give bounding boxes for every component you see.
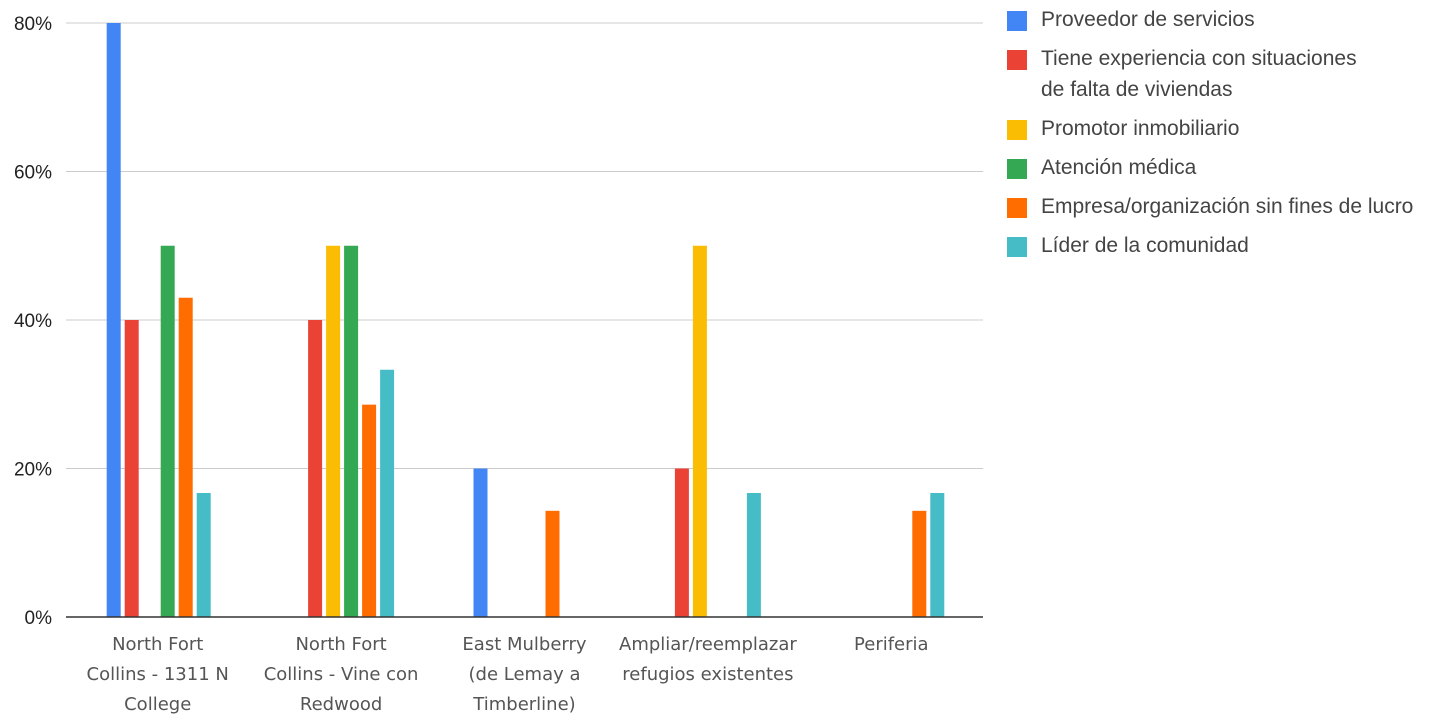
legend-item-label-line: Empresa/organización sin fines de lucro <box>1041 195 1413 218</box>
bar <box>746 493 761 617</box>
legend-swatch <box>1007 120 1027 140</box>
legend-swatch <box>1007 159 1027 179</box>
legend-item-label-line: Promotor inmobiliario <box>1041 117 1239 140</box>
legend-item-label: Atención médica <box>1041 156 1197 179</box>
legend-swatch <box>1007 237 1027 257</box>
x-tick-label: North Fort Collins - Vine con Redwood <box>264 634 419 715</box>
bar <box>380 369 395 617</box>
bar <box>930 493 945 617</box>
x-tick-label-line: refugios existentes <box>622 664 793 685</box>
x-tick-label: Periferia <box>854 634 929 655</box>
bar <box>692 245 707 617</box>
x-tick-label-line: Redwood <box>300 694 382 715</box>
x-tick-label-line: North Fort <box>295 634 386 655</box>
x-tick-label-line: North Fort <box>112 634 203 655</box>
bar <box>362 404 377 617</box>
bar <box>308 320 323 617</box>
x-tick-label-line: Collins - Vine con <box>264 664 419 685</box>
y-tick-label: 80% <box>14 14 52 35</box>
bar <box>545 510 560 617</box>
legend-item-label: Empresa/organización sin fines de lucro <box>1041 195 1413 218</box>
bar <box>674 468 689 617</box>
x-tick-label-line: Ampliar/reemplazar <box>619 634 797 655</box>
bar <box>124 320 139 617</box>
legend-item-label-line: Líder de la comunidad <box>1041 234 1249 257</box>
legend: Proveedor de servicios Tiene experiencia … <box>1007 8 1413 257</box>
bar <box>344 245 359 617</box>
legend-item-label-line: Tiene experiencia con situaciones <box>1041 47 1357 70</box>
x-tick-label-line: Periferia <box>854 634 929 655</box>
y-tick-label: 20% <box>14 460 52 481</box>
legend-item-label: Promotor inmobiliario <box>1041 117 1239 140</box>
x-tick-label-line: (de Lemay a <box>469 664 581 685</box>
bar <box>160 245 175 617</box>
x-tick-label: East Mulberry (de Lemay a Timberline) <box>462 634 586 715</box>
y-tick-label: 60% <box>14 163 52 184</box>
legend-item-label: Proveedor de servicios <box>1041 8 1255 31</box>
bars <box>106 23 945 617</box>
bar <box>178 297 193 617</box>
y-tick-label: 0% <box>25 608 53 629</box>
bar <box>473 468 488 617</box>
y-tick-label: 40% <box>14 311 52 332</box>
bar <box>326 245 341 617</box>
y-axis: 0% 20% 40% 60% 80% <box>14 14 52 629</box>
legend-item-label-line: de falta de viviendas <box>1041 78 1232 101</box>
gridlines <box>66 22 983 469</box>
x-tick-label-line: College <box>124 694 191 715</box>
bar <box>106 23 121 617</box>
x-tick-label-line: East Mulberry <box>462 634 586 655</box>
legend-swatch <box>1007 50 1027 70</box>
legend-item-label-line: Atención médica <box>1041 156 1197 179</box>
legend-item-label-line: Proveedor de servicios <box>1041 8 1255 31</box>
bar <box>912 510 927 617</box>
bar <box>196 493 211 617</box>
x-tick-label: North Fort Collins - 1311 N College <box>87 634 229 715</box>
legend-swatch <box>1007 198 1027 218</box>
legend-item-label: Líder de la comunidad <box>1041 234 1249 257</box>
legend-swatch <box>1007 11 1027 31</box>
x-tick-label: Ampliar/reemplazar refugios existentes <box>619 634 797 685</box>
x-tick-label-line: Collins - 1311 N <box>87 664 229 685</box>
x-tick-label-line: Timberline) <box>472 694 575 715</box>
legend-item-label: Tiene experiencia con situaciones de falt… <box>1041 47 1357 101</box>
